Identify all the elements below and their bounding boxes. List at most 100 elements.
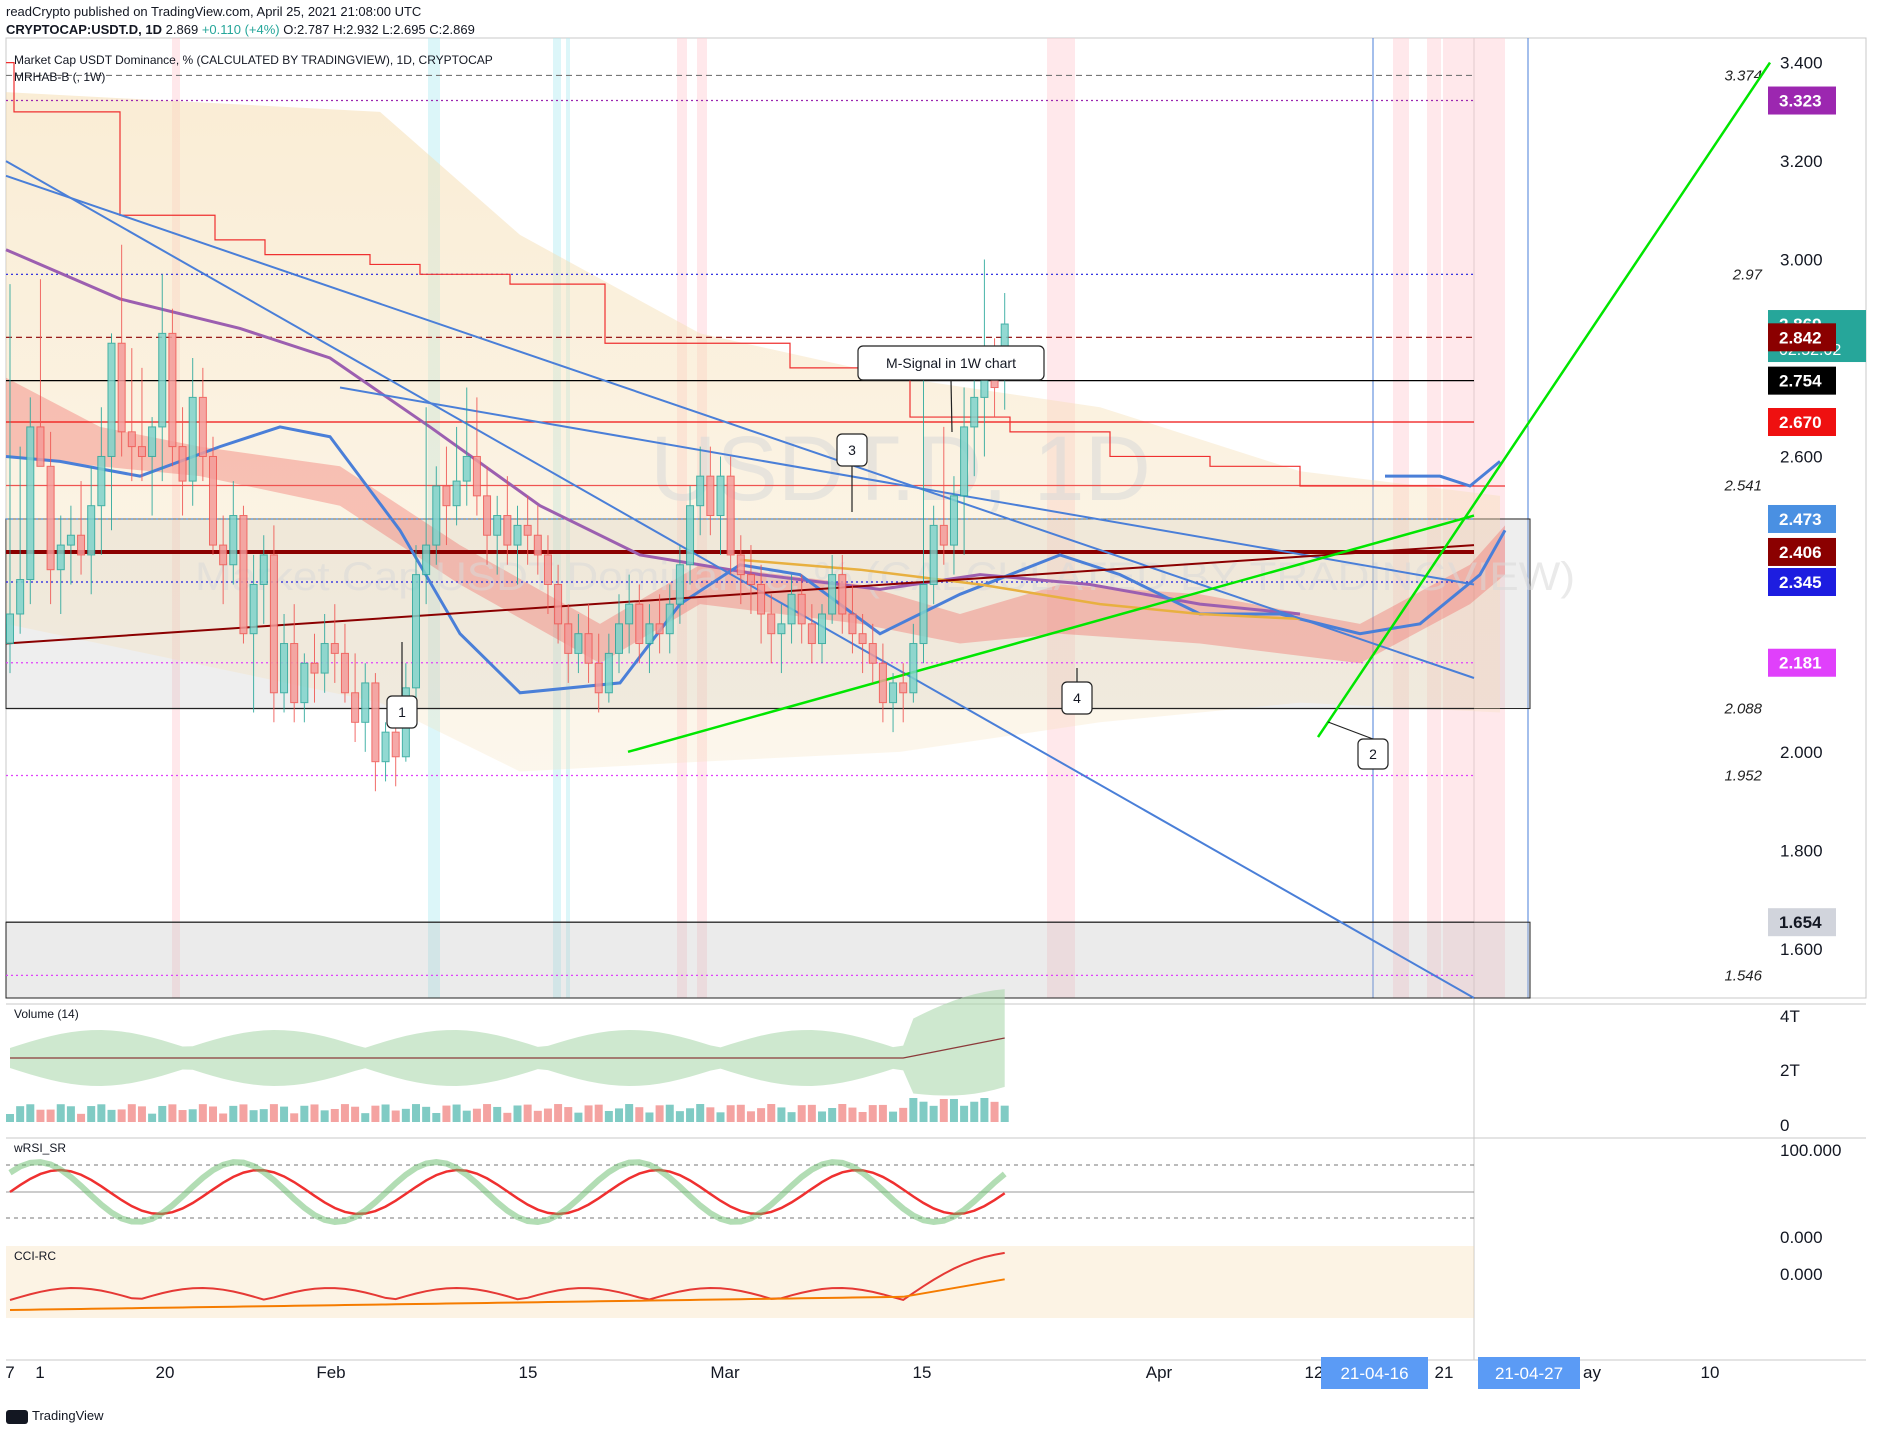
callout-label: 3 [848, 442, 856, 458]
volume-bar [564, 1107, 573, 1122]
price-label: 2.754 [1768, 366, 1836, 395]
candle [574, 614, 583, 674]
candle-body [554, 583, 563, 625]
candle-body [960, 426, 969, 497]
candle [239, 505, 248, 644]
volume-bar [635, 1107, 644, 1122]
price-label-bg [1768, 648, 1836, 677]
volume-bar [949, 1098, 958, 1122]
candle [777, 604, 786, 674]
candle [442, 446, 451, 546]
candle-body [767, 613, 776, 635]
price-label: 2.345 [1768, 568, 1836, 596]
candle-body [686, 505, 695, 566]
candle-body [46, 465, 55, 571]
candle [736, 535, 745, 605]
volume-bar [615, 1108, 623, 1122]
candle [635, 584, 644, 664]
x-tick-label: 15 [913, 1363, 932, 1382]
volume-bar [584, 1105, 593, 1122]
candle-body [726, 475, 735, 556]
candle [97, 407, 106, 555]
candle-body [87, 505, 96, 556]
price-label-bg [1768, 537, 1836, 566]
volume-bar [6, 1114, 14, 1122]
candle-body [929, 524, 938, 585]
volume-bar [919, 1101, 928, 1122]
candle-body [797, 593, 806, 625]
x-tick-label: 12 [1305, 1363, 1324, 1382]
msignal-callout: M-Signal in 1W chart [857, 345, 1045, 433]
volume-bar [675, 1111, 684, 1122]
candle-body [645, 623, 654, 645]
price-label-text: 2.406 [1779, 543, 1822, 562]
candle [675, 545, 684, 624]
rsi-axis-label: 100.000 [1780, 1141, 1841, 1160]
volume-bar [797, 1105, 806, 1122]
volume-bar [381, 1104, 390, 1122]
candle-body [361, 682, 370, 723]
cci-signal-line [9, 1278, 1005, 1311]
candle-body [777, 623, 786, 635]
volume-bar [158, 1105, 167, 1122]
candle [148, 417, 157, 516]
candle-body [787, 593, 796, 625]
tradingview-footer[interactable]: TradingView [6, 1408, 104, 1424]
volume-bar [543, 1108, 552, 1122]
candle [645, 604, 654, 674]
x-tag-bg [1478, 1357, 1580, 1389]
candle [361, 663, 370, 752]
candle-body [523, 524, 532, 536]
price-label-text: 2.181 [1779, 654, 1822, 673]
volume-bar [665, 1104, 674, 1122]
volume-bar [726, 1105, 735, 1122]
x-tick-label: 20 [156, 1363, 175, 1382]
volume-bar [716, 1112, 725, 1122]
candle-body [716, 475, 725, 517]
volume-ma-line [10, 1037, 1005, 1059]
annotations: M-Signal in 1W chart 1 2 3 4 [386, 345, 1389, 770]
price-label: 2.842 [1768, 323, 1836, 352]
price-label-bg [1768, 408, 1836, 436]
candle-body [209, 455, 217, 546]
candle [533, 505, 542, 575]
tradingview-logo-icon [6, 1409, 28, 1424]
candle-body [310, 662, 319, 674]
price-label-text: 1.654 [1779, 913, 1822, 932]
volume-bar [746, 1111, 755, 1122]
volume-bar [422, 1106, 431, 1122]
y-tick-label: 3.400 [1780, 54, 1823, 73]
cci-title: CCI-RC [14, 1249, 56, 1263]
candle [726, 456, 735, 575]
volume-bar [483, 1104, 492, 1122]
candle-body [269, 554, 278, 694]
price-label-bg [1768, 568, 1836, 596]
candle-body [158, 332, 167, 428]
x-tag-text: 21-04-16 [1340, 1364, 1408, 1383]
candle [259, 535, 268, 624]
volume-bar [1000, 1105, 1009, 1122]
price-label-text: 3.323 [1779, 92, 1822, 111]
candle [483, 466, 492, 565]
volume-bar [66, 1106, 75, 1122]
volume-bar [269, 1104, 278, 1122]
price-label-bg [1768, 86, 1836, 115]
candle-body [320, 643, 329, 674]
candle [513, 505, 522, 585]
candle [686, 486, 695, 585]
candle [919, 377, 928, 664]
rsi-line [9, 1168, 1006, 1216]
candle [351, 653, 360, 742]
candle-body [939, 524, 948, 546]
volume-bar [706, 1107, 715, 1122]
volume-bar [148, 1113, 157, 1122]
candle-body [77, 534, 86, 556]
volume-bar [645, 1112, 654, 1122]
publish-header: readCrypto published on TradingView.com,… [6, 4, 422, 19]
volume-bar [290, 1113, 299, 1122]
candle [716, 456, 725, 555]
candle-body [594, 662, 603, 694]
level-caption: 3.374 [1724, 67, 1762, 84]
volume-bar [26, 1104, 35, 1122]
